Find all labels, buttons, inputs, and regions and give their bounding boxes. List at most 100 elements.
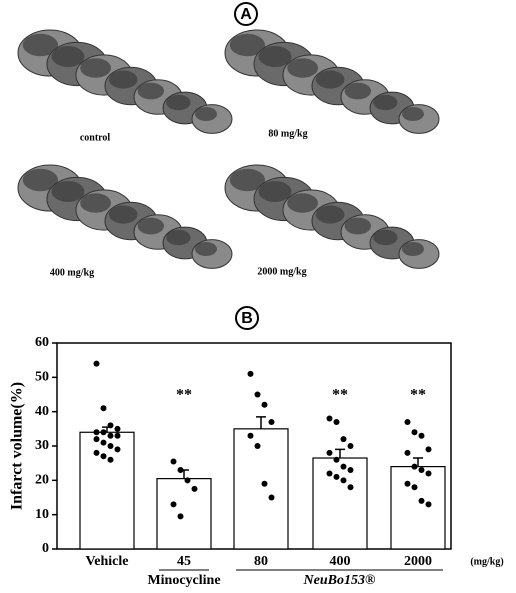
data-point: [269, 495, 275, 501]
data-point: [255, 443, 261, 449]
data-point: [348, 484, 354, 490]
y-tick-label: 60: [35, 335, 49, 350]
error-bar: [335, 449, 345, 458]
significance: **: [332, 387, 348, 404]
data-point: [341, 464, 347, 470]
x-tick-label: 400: [330, 554, 351, 569]
y-tick-label: 30: [35, 438, 49, 453]
data-point: [327, 470, 333, 476]
data-point: [419, 467, 425, 473]
data-point: [348, 467, 354, 473]
brain-slice-dark: [52, 46, 85, 67]
significance: **: [410, 387, 426, 404]
data-point: [178, 467, 184, 473]
data-point: [405, 419, 411, 425]
data-point: [412, 464, 418, 470]
data-point: [94, 436, 100, 442]
x-tick-label: 45: [177, 554, 191, 569]
data-point: [178, 513, 184, 519]
data-point: [405, 481, 411, 487]
y-tick-label: 20: [35, 473, 49, 488]
data-point: [412, 484, 418, 490]
data-point: [94, 429, 100, 435]
group-label: NeuBo153®: [303, 573, 376, 588]
data-point: [327, 416, 333, 422]
brain-slice-dark: [195, 242, 217, 256]
data-point: [192, 486, 198, 492]
brain-slice-dark: [373, 230, 397, 245]
data-point: [405, 450, 411, 456]
data-point: [255, 392, 261, 398]
data-point: [248, 371, 254, 377]
caption: control: [80, 132, 111, 143]
brain-slice-dark: [316, 205, 345, 223]
brain-slice-dark: [52, 181, 85, 202]
panel-b-label: B: [241, 310, 253, 327]
data-point: [334, 457, 340, 463]
y-tick-label: 40: [35, 404, 49, 419]
data-point: [185, 477, 191, 483]
brain-slice-dark: [259, 46, 292, 67]
data-point: [341, 477, 347, 483]
y-tick-label: 50: [35, 370, 49, 385]
data-point: [248, 433, 254, 439]
brain-slice-dark: [287, 193, 318, 213]
data-point: [426, 501, 432, 507]
bar: [391, 467, 445, 549]
brain-slice-dark: [109, 205, 138, 223]
data-point: [334, 419, 340, 425]
data-point: [108, 422, 114, 428]
data-point: [115, 426, 121, 432]
data-point: [426, 446, 432, 452]
brain-images: [18, 30, 439, 268]
brain-slice-dark: [166, 95, 190, 110]
data-point: [334, 474, 340, 480]
data-point: [108, 457, 114, 463]
brain-slice-dark: [287, 58, 318, 78]
bar: [80, 432, 134, 549]
data-point: [101, 453, 107, 459]
data-point: [419, 498, 425, 504]
brain-slice-dark: [138, 83, 164, 100]
brain-slice-dark: [138, 218, 164, 235]
data-point: [262, 402, 268, 408]
bar: [234, 429, 288, 549]
data-point: [101, 405, 107, 411]
caption: 400 mg/kg: [50, 267, 94, 278]
data-point: [115, 433, 121, 439]
y-axis-label: Infarct volume(%): [9, 382, 26, 510]
bar: [157, 479, 211, 549]
brain-slice-dark: [345, 83, 371, 100]
data-point: [171, 501, 177, 507]
data-point: [341, 436, 347, 442]
brain-slice-dark: [259, 181, 292, 202]
brain-slice-dark: [80, 193, 111, 213]
y-tick-label: 10: [35, 507, 49, 522]
panel-a-label: A: [240, 6, 252, 23]
data-point: [348, 443, 354, 449]
data-point: [108, 443, 114, 449]
x-tick-label: 2000: [404, 554, 432, 569]
figure: A control 80 mg/kg 400 mg/kg 2000 mg/kg …: [0, 0, 516, 593]
data-point: [101, 429, 107, 435]
significance: **: [176, 387, 192, 404]
brain-slice-dark: [109, 70, 138, 88]
brain-slice-dark: [402, 107, 424, 121]
data-point: [327, 450, 333, 456]
data-point: [171, 458, 177, 464]
group-label: Minocycline: [147, 573, 220, 588]
unit-label: (mg/kg): [470, 556, 503, 567]
brain-slice-dark: [345, 218, 371, 235]
data-point: [412, 429, 418, 435]
caption: 2000 mg/kg: [257, 266, 306, 277]
x-tick-label: Vehicle: [85, 554, 128, 569]
brain-slice-dark: [316, 70, 345, 88]
brain-slice-dark: [402, 242, 424, 256]
data-point: [101, 440, 107, 446]
brain-slice-dark: [373, 95, 397, 110]
data-point: [269, 419, 275, 425]
y-tick-label: 0: [42, 541, 49, 556]
data-point: [108, 433, 114, 439]
brain-slice-dark: [195, 107, 217, 121]
brain-slice-dark: [80, 58, 111, 78]
